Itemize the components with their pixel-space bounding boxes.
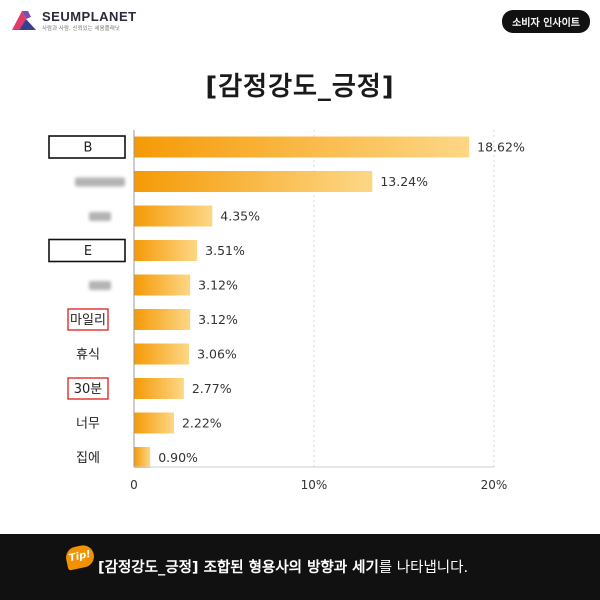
category-label: 휴식 — [76, 348, 100, 363]
footer-note: [감정강도_긍정] 조합된 형용사의 방향과 세기를 나타냅니다. — [98, 556, 468, 577]
footer-note-bold: [감정강도_긍정] 조합된 형용사의 방향과 세기 — [98, 560, 379, 576]
bar — [134, 309, 191, 330]
data-label: 2.77% — [192, 381, 232, 396]
bar — [134, 412, 174, 434]
brand-name: SEUMPLANET — [42, 9, 137, 24]
header: SEUMPLANET 사람과 사람, 신뢰있는 세움플래닛 소비자 인사이트 — [0, 0, 600, 40]
brand-tagline: 사람과 사람, 신뢰있는 세움플래닛 — [42, 26, 120, 32]
category-label: B — [84, 141, 93, 156]
data-label: 3.12% — [198, 278, 238, 293]
category-badge: 소비자 인사이트 — [502, 10, 590, 33]
bar-chart: 18.62% B 13.24% 4.35% 3.51% E 3.12% 3.12% 마일리 3.0… — [48, 130, 525, 492]
bar — [134, 343, 190, 365]
x-tick-label: 0 — [130, 478, 138, 492]
tip-badge: Tip! — [64, 543, 96, 571]
bar — [134, 171, 373, 192]
data-label: 3.12% — [198, 312, 238, 327]
x-tick-label: 20% — [481, 478, 508, 492]
data-label: 4.35% — [220, 209, 260, 224]
seumplanet-logo-icon — [12, 11, 36, 30]
blurred-category-label — [89, 281, 111, 290]
category-label: E — [84, 244, 92, 259]
category-highlight-box — [67, 308, 109, 331]
category-label: 집에 — [76, 451, 100, 466]
x-tick-label: 10% — [301, 478, 328, 492]
category-highlight-box — [67, 377, 109, 400]
bar — [134, 274, 191, 296]
footer-banner: Tip! [감정강도_긍정] 조합된 형용사의 방향과 세기를 나타냅니다. — [0, 534, 600, 600]
data-label: 13.24% — [380, 174, 428, 189]
blurred-category-label — [89, 212, 111, 221]
bar — [134, 136, 470, 158]
chart-title: [감정강도_긍정] — [205, 72, 395, 102]
footer-note-normal: 를 나타냅니다. — [378, 560, 469, 576]
category-label: 30분 — [74, 382, 103, 397]
bar — [134, 447, 151, 468]
category-label-box — [48, 135, 126, 159]
data-label: 3.06% — [197, 347, 237, 362]
blurred-category-label — [75, 177, 125, 187]
bar — [134, 378, 184, 399]
data-label: 2.22% — [182, 416, 222, 431]
category-label: 마일리 — [70, 313, 106, 328]
data-label: 0.90% — [158, 450, 198, 465]
bar — [134, 240, 198, 261]
bar — [134, 205, 213, 227]
category-label-box — [48, 238, 126, 263]
category-label: 너무 — [76, 417, 100, 432]
data-label: 18.62% — [477, 140, 525, 155]
data-label: 3.51% — [205, 243, 245, 258]
